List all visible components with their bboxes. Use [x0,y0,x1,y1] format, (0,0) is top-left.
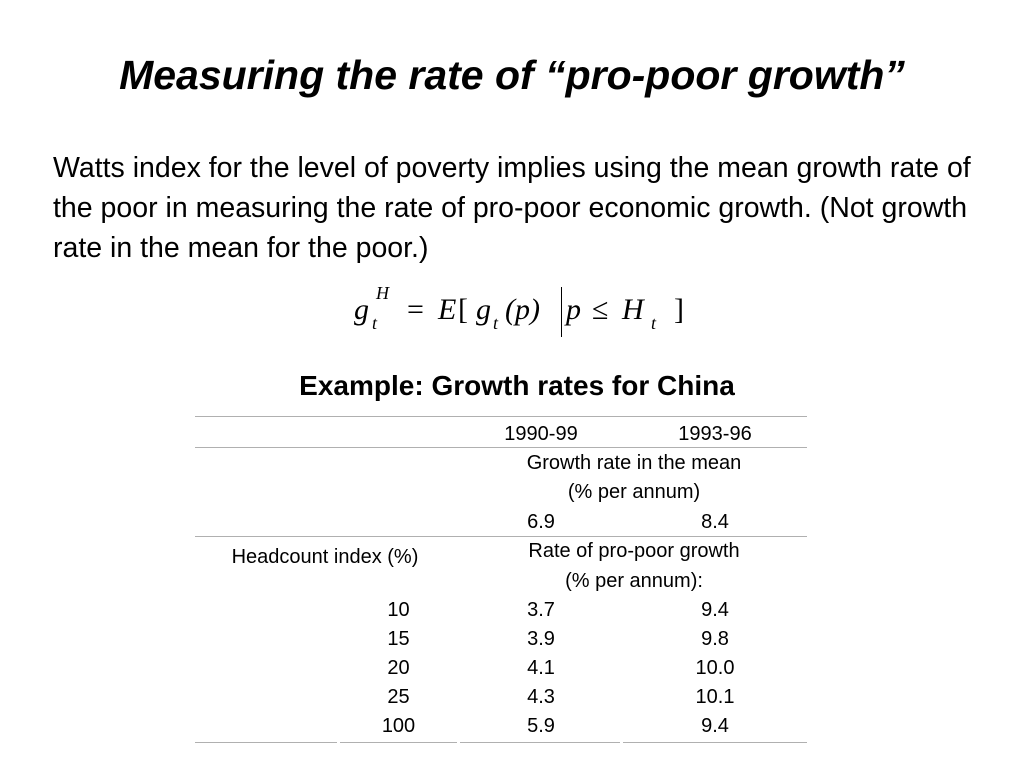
headcount-value: 20 [387,657,410,679]
headcount-value: 15 [387,628,410,650]
propoor-value-1990-99: 4.3 [527,686,555,708]
formula-leq: ≤ [592,293,609,326]
formula-lhs-superscript: H [376,283,389,303]
table-rule-bottom-col1 [340,742,457,743]
mean-label-line1: Growth rate in the mean [526,452,742,474]
pro-poor-growth-formula: g H t = E [ g t (p) p ≤ H t ] [352,283,692,339]
propoor-value-1993-96: 9.4 [701,599,729,621]
formula-condition-bar [561,287,562,337]
formula-condition-symbol: H [622,293,644,326]
formula-condition-subscript: t [651,313,657,333]
propoor-value-1993-96: 10.0 [695,657,735,679]
propoor-value-1993-96: 9.8 [701,628,729,650]
headcount-label: Headcount index (%) [231,546,419,568]
propoor-value-1993-96: 9.4 [701,715,729,737]
formula-condition-var: p [566,293,581,326]
propoor-value-1993-96: 10.1 [695,686,735,708]
formula-open-bracket: [ [458,293,468,326]
slide-body-text: Watts index for the level of poverty imp… [53,152,971,264]
table-rule-mid [195,536,807,537]
formula-argument: (p) [505,293,540,326]
formula-lhs-symbol: g [354,293,369,326]
slide-title: Measuring the rate of “pro-poor growth” [119,52,905,98]
mean-value-2: 8.4 [701,511,729,533]
propoor-value-1990-99: 3.9 [527,628,555,650]
headcount-value: 10 [387,599,410,621]
formula-expectation: E [438,293,457,326]
formula-lhs-subscript: t [372,313,378,333]
propoor-label-line2: (% per annum): [565,570,703,592]
formula-close-bracket: ] [674,293,684,326]
propoor-value-1990-99: 3.7 [527,599,555,621]
table-rule-top [195,416,807,417]
headcount-value: 25 [387,686,410,708]
propoor-label-line1: Rate of pro-poor growth [528,540,740,562]
propoor-value-1990-99: 5.9 [527,715,555,737]
period-header-2: 1993-96 [678,423,752,445]
formula-equals: = [407,293,424,326]
propoor-value-1990-99: 4.1 [527,657,555,679]
headcount-value: 100 [381,715,416,737]
mean-value-1: 6.9 [527,511,555,533]
period-header-1: 1990-99 [504,423,578,445]
table-rule-header [195,447,807,448]
table-title: Example: Growth rates for China [299,370,735,401]
table-rule-bottom-col3 [623,742,807,743]
table-rule-bottom-col2 [460,742,620,743]
formula-inner-subscript: t [493,313,499,333]
formula-inner-symbol: g [476,293,491,326]
mean-label-line2: (% per annum) [567,481,701,503]
table-rule-bottom-col0 [195,742,337,743]
